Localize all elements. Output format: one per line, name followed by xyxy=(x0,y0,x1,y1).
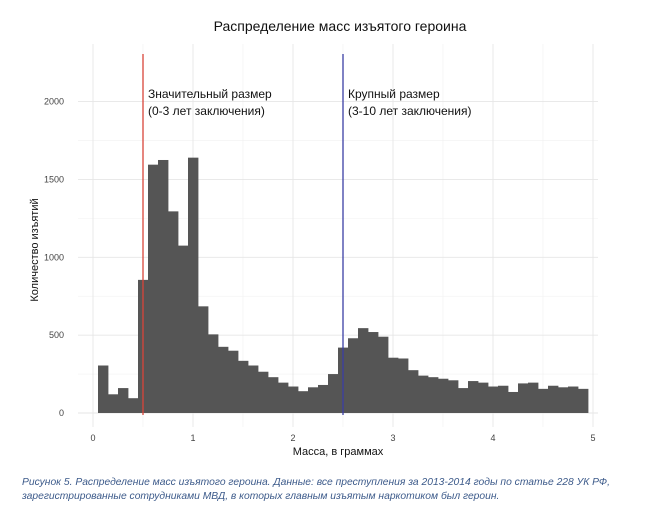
x-tick-label: 0 xyxy=(90,433,95,443)
x-tick-label: 1 xyxy=(190,433,195,443)
histogram-bar xyxy=(118,388,129,413)
histogram-bar xyxy=(148,164,159,413)
histogram-bar xyxy=(558,387,569,413)
histogram-bar xyxy=(128,398,139,413)
x-axis-label: Масса, в граммах xyxy=(293,446,384,458)
x-tick-label: 3 xyxy=(390,433,395,443)
y-axis-label: Количество изъятий xyxy=(29,198,41,301)
histogram-bar xyxy=(238,360,249,413)
figure-caption: Рисунок 5. Распределение масс изъятого г… xyxy=(22,477,610,502)
x-tick-label: 5 xyxy=(590,433,595,443)
histogram-bar xyxy=(258,371,269,413)
histogram-bar xyxy=(108,394,119,413)
x-tick-label: 4 xyxy=(490,433,495,443)
histogram-bar xyxy=(308,387,319,413)
histogram-bar xyxy=(428,377,439,413)
histogram-bar xyxy=(508,391,519,413)
histogram-bar xyxy=(198,306,209,413)
histogram-bar xyxy=(278,382,289,413)
histogram-bar xyxy=(298,391,309,413)
heroin-mass-histogram: Распределение масс изъятого героина Знач… xyxy=(29,18,598,458)
histogram-bar xyxy=(388,357,399,413)
histogram-bar xyxy=(498,385,509,413)
histogram-bar xyxy=(228,350,239,413)
histogram-bar xyxy=(218,346,229,413)
threshold-sublabel: (0-3 лет заключения) xyxy=(148,104,265,118)
histogram-bar xyxy=(178,245,189,413)
histogram-bar xyxy=(248,365,259,413)
y-tick-label: 0 xyxy=(59,408,64,418)
histogram-bar xyxy=(518,383,529,413)
histogram-bar xyxy=(358,328,369,413)
histogram-bar xyxy=(348,338,359,413)
y-tick-label: 2000 xyxy=(44,97,64,107)
histogram-bar xyxy=(578,388,589,413)
tick-labels: 0 1 2 3 4 5 0 500 1000 1500 2000 xyxy=(44,97,596,443)
histogram-bar xyxy=(288,386,299,413)
histogram-bar xyxy=(98,365,109,413)
histogram-bar xyxy=(548,385,559,413)
histogram-bar xyxy=(478,382,489,413)
histogram-bar xyxy=(418,375,429,413)
y-tick-label: 500 xyxy=(49,330,64,340)
threshold-label: Значительный размер xyxy=(148,87,272,101)
histogram-bar xyxy=(168,211,179,413)
histogram-bar xyxy=(318,384,329,413)
threshold-sublabel: (3-10 лет заключения) xyxy=(348,104,472,118)
histogram-bar xyxy=(528,382,539,413)
x-tick-label: 2 xyxy=(290,433,295,443)
chart-title: Распределение масс изъятого героина xyxy=(214,18,467,34)
histogram-bar xyxy=(208,334,219,413)
y-tick-label: 1500 xyxy=(44,174,64,184)
histogram-bar xyxy=(158,159,169,413)
histogram-bar xyxy=(328,374,339,413)
histogram-bar xyxy=(538,388,549,413)
histogram-bar xyxy=(438,378,449,413)
histogram-bar xyxy=(368,332,379,413)
histogram-bar xyxy=(188,157,199,413)
histogram-bar xyxy=(268,377,279,413)
histogram-bar xyxy=(568,386,579,413)
histogram-bar xyxy=(448,380,459,413)
histogram-bar xyxy=(488,386,499,413)
histogram-bar xyxy=(468,381,479,413)
threshold-label: Крупный размер xyxy=(348,87,440,101)
histogram-bar xyxy=(398,358,409,413)
histogram-bar xyxy=(408,370,419,413)
histogram-bar xyxy=(378,336,389,413)
histogram-bar xyxy=(458,388,469,413)
threshold-lines: Значительный размер (0-3 лет заключения) К… xyxy=(142,54,472,415)
y-tick-label: 1000 xyxy=(44,252,64,262)
